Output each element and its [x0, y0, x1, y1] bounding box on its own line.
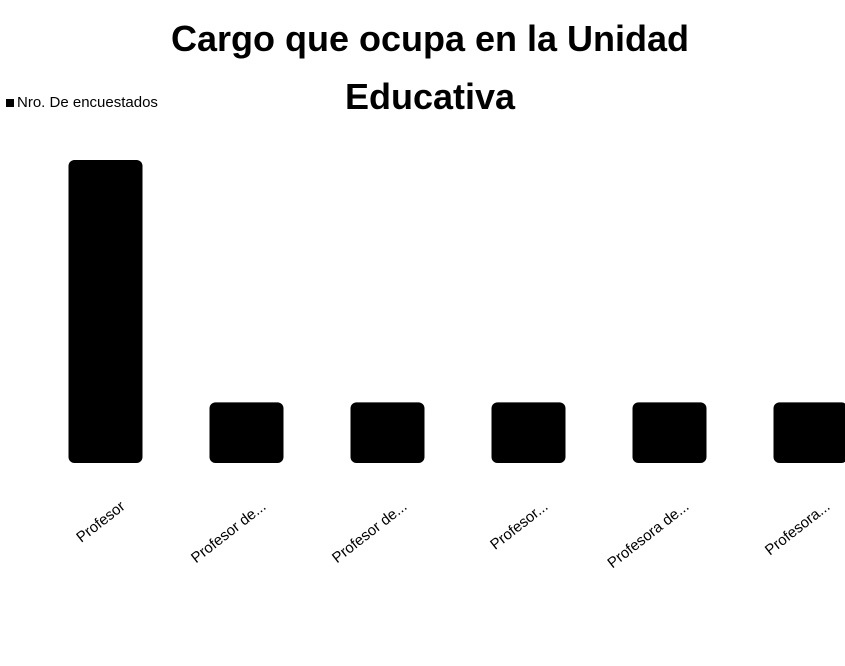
x-tick-label: Profesor de...	[188, 498, 269, 567]
legend-label: Nro. De encuestados	[17, 94, 158, 111]
x-tick-label: Profesora...	[762, 498, 834, 559]
chart-title: Cargo que ocupa en la Unidad Educativa	[170, 18, 690, 117]
bar	[209, 402, 284, 463]
legend-swatch	[6, 99, 14, 107]
bar	[773, 402, 845, 463]
x-tick-label: Profesor	[73, 498, 128, 546]
x-tick-label: Profesor de...	[329, 498, 410, 567]
bar	[491, 402, 566, 463]
bar	[632, 402, 707, 463]
x-tick-label: Profesora de...	[604, 498, 692, 572]
bar	[68, 160, 143, 463]
bar	[350, 402, 425, 463]
x-tick-label: Profesor...	[487, 498, 551, 553]
